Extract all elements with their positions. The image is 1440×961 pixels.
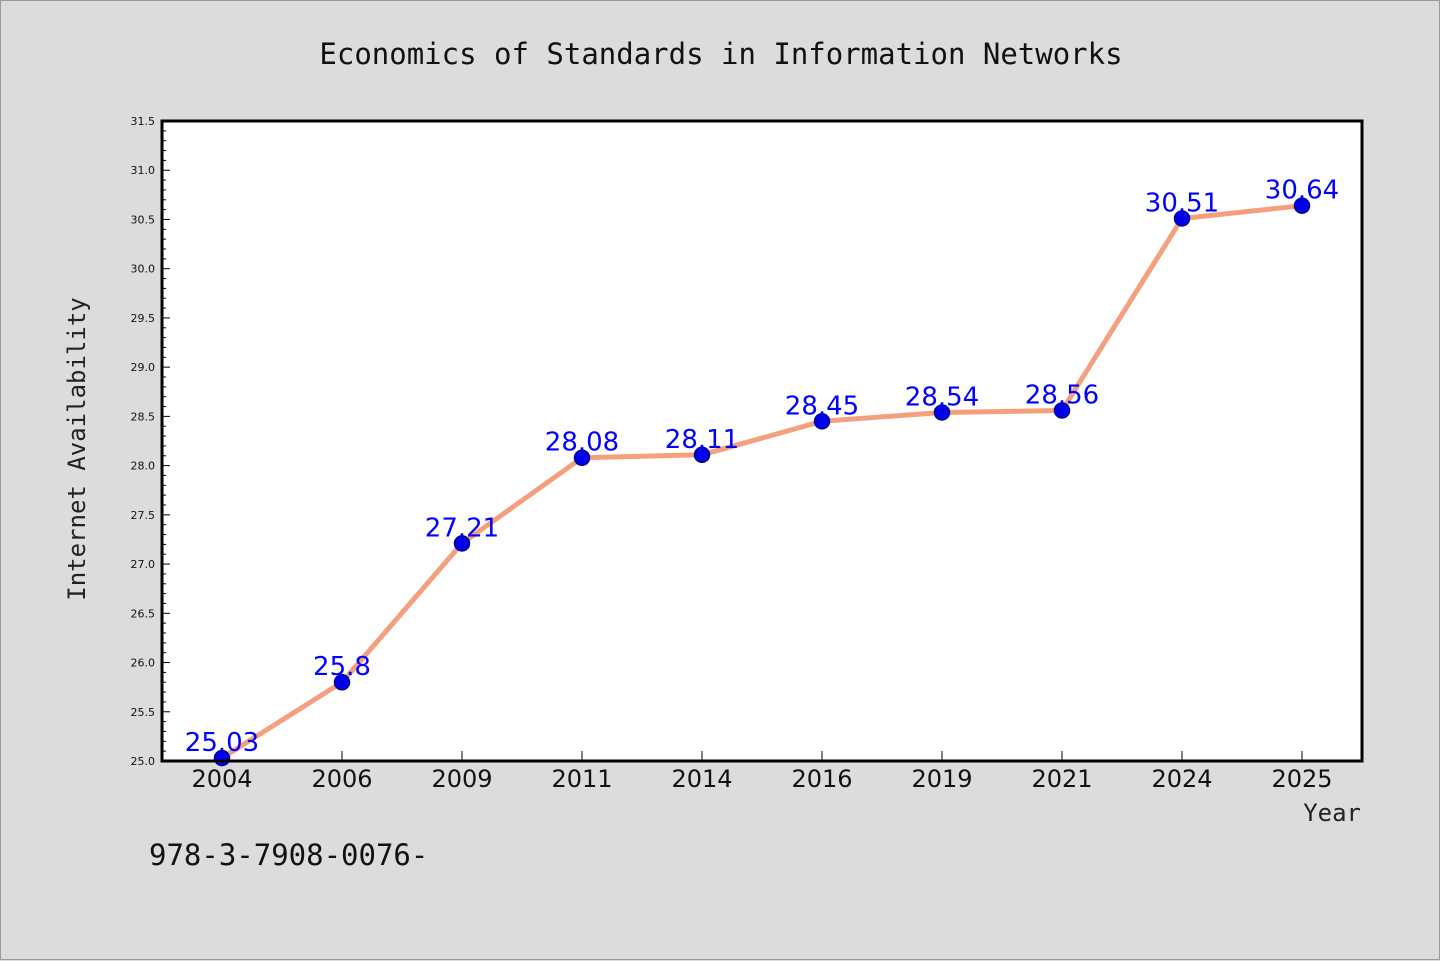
- x-tick-label: 2006: [311, 765, 372, 793]
- data-point: [1173, 210, 1191, 227]
- data-point: [333, 673, 351, 691]
- plot-frame: [160, 119, 1364, 763]
- x-tick-label: 2021: [1031, 765, 1092, 793]
- y-tick-label: 27.5: [131, 509, 156, 522]
- x-axis-ticks: 2004 2006 2009 2011 2014 2016 2019 2021 2024 2025: [191, 751, 1333, 793]
- x-tick-label: 2025: [1271, 765, 1332, 793]
- x-tick-label: 2009: [431, 765, 492, 793]
- data-label: 25.03: [185, 728, 259, 758]
- data-point: [1293, 197, 1311, 214]
- y-tick-label: 31.0: [131, 164, 156, 177]
- y-tick-label: 30.0: [131, 263, 156, 276]
- data-point: [813, 413, 831, 430]
- y-tick-label: 26.5: [131, 607, 156, 620]
- x-tick-label: 2019: [911, 765, 972, 793]
- data-label: 27.21: [425, 513, 499, 543]
- data-label: 28.56: [1025, 380, 1099, 410]
- x-tick-label: 2024: [1151, 765, 1212, 793]
- y-axis-ticks: 25.0 25.5 26.0 26.5 27.0 27.5 28.0 28.5 29.0 29.5…: [131, 115, 170, 768]
- x-tick-label: 2011: [551, 765, 612, 793]
- x-tick-label: 2004: [191, 765, 252, 793]
- chart-title: Economics of Standards in Information Ne…: [319, 37, 1122, 71]
- data-label: 25.8: [313, 652, 371, 682]
- plot-area: [162, 121, 1362, 761]
- data-label: 28.08: [545, 428, 619, 458]
- series-line: [219, 203, 1305, 761]
- y-tick-label: 28.0: [131, 460, 156, 473]
- data-point: [933, 404, 951, 421]
- y-tick-label: 31.5: [131, 115, 156, 128]
- data-label: 28.45: [785, 391, 859, 421]
- data-point: [1053, 402, 1071, 419]
- y-tick-label: 29.5: [131, 312, 156, 325]
- y-tick-label: 30.5: [131, 213, 156, 226]
- y-tick-label: 26.0: [131, 657, 156, 670]
- data-label: 28.11: [665, 425, 739, 455]
- y-axis-label: Internet Availability: [63, 297, 91, 600]
- y-tick-label: 27.0: [131, 558, 156, 571]
- x-axis-label: Year: [1303, 799, 1361, 827]
- data-label: 30.51: [1145, 188, 1219, 218]
- y-tick-label: 29.0: [131, 361, 156, 374]
- series-group: 25.03 25.8 27.21 28.08 28.11 28.45 28.54 28.56 3…: [185, 176, 1339, 767]
- footer-isbn-text: 978-3-7908-0076-: [149, 838, 428, 872]
- x-tick-label: 2014: [671, 765, 732, 793]
- data-point: [573, 449, 591, 466]
- data-label: 30.64: [1265, 176, 1339, 206]
- y-tick-label: 28.5: [131, 410, 156, 423]
- data-point: [693, 446, 711, 464]
- y-tick-label: 25.5: [131, 706, 156, 719]
- x-tick-label: 2016: [791, 765, 852, 793]
- data-label: 28.54: [905, 382, 979, 412]
- data-point: [453, 535, 471, 552]
- y-tick-label: 25.0: [131, 755, 156, 768]
